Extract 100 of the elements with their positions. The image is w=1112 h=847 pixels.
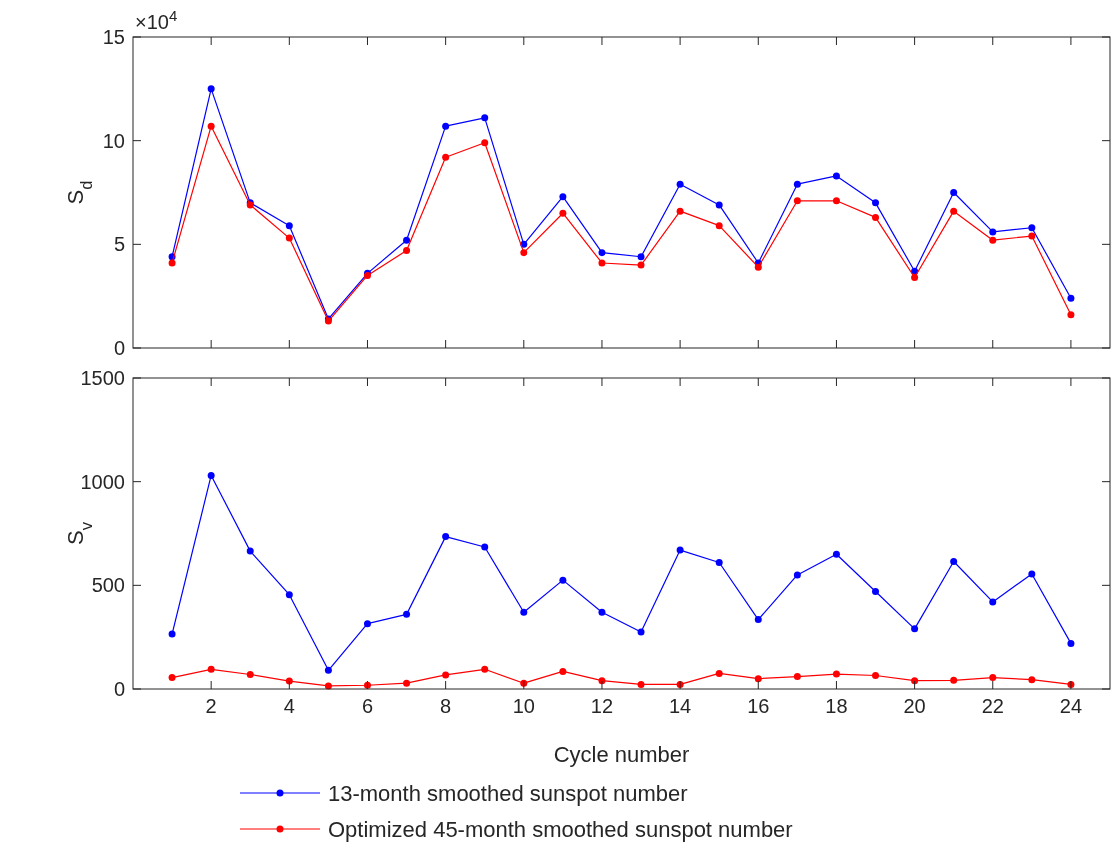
point: [911, 274, 919, 282]
point: [363, 620, 371, 628]
point: [481, 114, 489, 122]
point: [559, 193, 567, 201]
point: [832, 670, 840, 678]
y-tick-label: 10: [102, 129, 125, 152]
point: [989, 236, 997, 244]
point: [950, 676, 958, 684]
point: [715, 222, 723, 230]
point: [481, 665, 489, 673]
point: [676, 546, 684, 554]
x-tick-label: 2: [205, 695, 217, 717]
point: [598, 608, 606, 616]
y-tick-label: 1000: [80, 470, 125, 493]
point: [324, 666, 332, 674]
point: [403, 610, 411, 618]
point: [246, 670, 254, 678]
y-tick-label: 1500: [80, 367, 125, 389]
point: [1028, 570, 1036, 578]
point: [285, 591, 293, 599]
x-tick-label: 24: [1059, 695, 1083, 717]
y-tick-label: 0: [113, 337, 125, 359]
y-tick-label: 5: [113, 233, 125, 256]
x-tick-label: 4: [283, 695, 295, 717]
point: [246, 547, 254, 555]
x-tick-label: 20: [903, 695, 926, 717]
point: [715, 201, 723, 209]
point: [832, 172, 840, 180]
point: [872, 199, 880, 207]
legend-label: Optimized 45-month smoothed sunspot number: [328, 817, 793, 842]
x-tick-label: 18: [825, 695, 848, 717]
point: [872, 588, 880, 596]
point: [754, 616, 762, 624]
point: [793, 571, 801, 579]
point: [520, 249, 528, 257]
point: [715, 559, 723, 567]
point: [207, 122, 215, 130]
point: [481, 139, 489, 147]
point: [559, 667, 567, 675]
text: ×10$^{4}$: [135, 6, 178, 33]
point: [403, 236, 411, 244]
point: [1028, 224, 1036, 232]
point: [754, 675, 762, 683]
x-axis-title: Cycle number: [553, 742, 690, 767]
point: [559, 576, 567, 584]
point: [403, 247, 411, 255]
point: [442, 122, 450, 130]
point: [207, 471, 215, 479]
point: [1067, 639, 1075, 647]
point: [207, 665, 215, 673]
point: [598, 249, 606, 257]
point: [950, 557, 958, 565]
point: [676, 180, 684, 188]
point: [637, 253, 645, 261]
point: [637, 628, 645, 636]
point: [872, 213, 880, 221]
point: [911, 625, 919, 633]
point: [637, 680, 645, 688]
x-tick-label: 16: [747, 695, 770, 717]
point: [832, 197, 840, 205]
point: [989, 228, 997, 236]
point: [481, 543, 489, 551]
point: [950, 189, 958, 196]
legend-label: 13-month smoothed sunspot number: [328, 781, 688, 806]
y-tick-label: 0: [113, 678, 125, 700]
point: [442, 533, 450, 541]
point: [1028, 232, 1036, 240]
point: [598, 259, 606, 267]
point: [559, 209, 567, 217]
point: [715, 669, 723, 677]
point: [285, 234, 293, 242]
point: [793, 180, 801, 188]
point: [637, 261, 645, 269]
x-tick-label: 10: [512, 695, 535, 717]
point: [285, 677, 293, 685]
point: [832, 550, 840, 558]
point: [442, 671, 450, 679]
point: [1067, 311, 1075, 319]
y-tick-label: 15: [102, 26, 125, 48]
point: [285, 222, 293, 230]
point: [207, 85, 215, 93]
point: [911, 677, 919, 685]
point: [793, 673, 801, 681]
point: [793, 197, 801, 205]
point: [442, 153, 450, 161]
point: [168, 259, 176, 267]
point: [1067, 294, 1075, 302]
x-tick-label: 12: [590, 695, 614, 717]
point: [520, 608, 528, 616]
point: [950, 207, 958, 215]
point: [754, 263, 762, 271]
point: [1028, 676, 1036, 684]
point: [168, 630, 176, 638]
point: [676, 207, 684, 215]
x-tick-label: 14: [668, 695, 692, 717]
point: [989, 674, 997, 682]
point: [989, 598, 997, 606]
y-tick-label: 500: [91, 574, 125, 597]
point: [872, 672, 880, 680]
point: [403, 679, 411, 687]
